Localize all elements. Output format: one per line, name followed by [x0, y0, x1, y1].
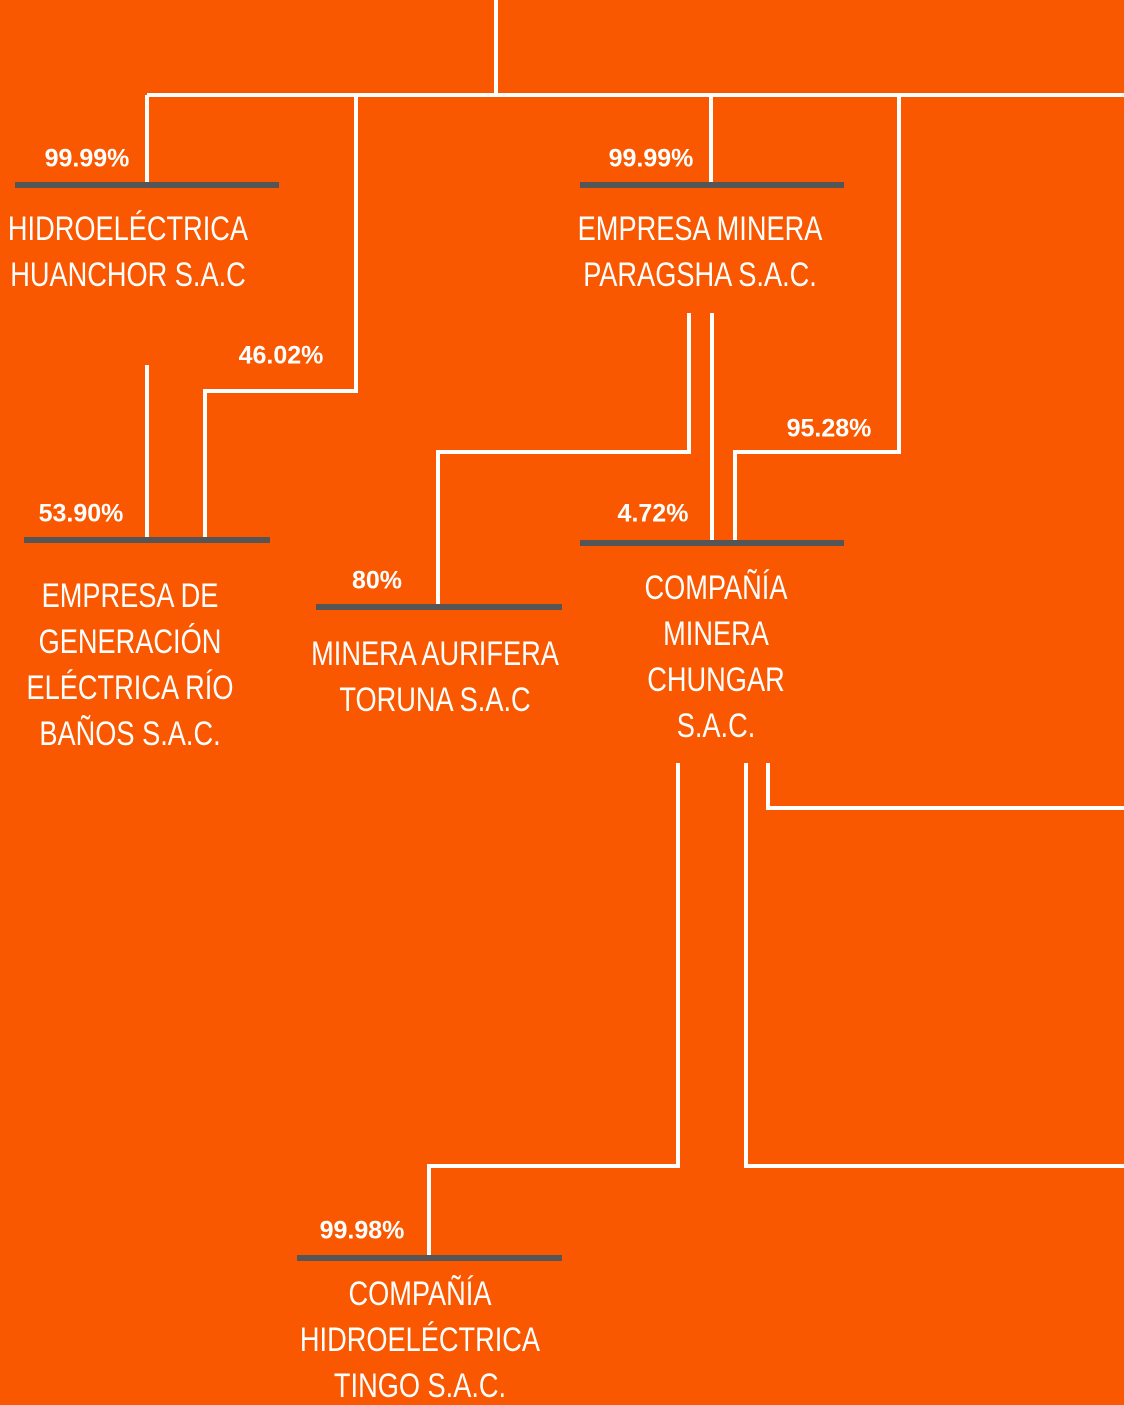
entity: 99.99% EMPRESA MINERA PARAGSHA S.A.C.: [578, 145, 823, 294]
entity-name-line: ELÉCTRICA RÍO: [27, 668, 234, 707]
entity-name: MINERA AURIFERA: [311, 634, 559, 673]
entity-name-line: EMPRESA DE: [42, 576, 219, 615]
entity-name-line: MINERA AURIFERA: [311, 634, 559, 673]
connector: [436, 313, 691, 605]
entity-name: EMPRESA MINERA: [578, 209, 823, 248]
ownership-percentage: 4.72%: [618, 500, 689, 528]
entity-name: HUANCHOR S.A.C: [10, 255, 246, 294]
connector: [203, 95, 358, 538]
connector: [733, 95, 901, 541]
entity-name: MINERA: [663, 614, 769, 653]
entity-name: HIDROELÉCTRICA: [8, 209, 249, 248]
entity-name-line: CHUNGAR: [647, 660, 784, 699]
ownership-percentage: 46.02%: [239, 342, 324, 370]
entity-name-line: TINGO S.A.C.: [334, 1366, 506, 1405]
entity-name-line: MINERA: [663, 614, 769, 653]
entity-name: GENERACIÓN: [39, 622, 222, 661]
ownership-percentage: 99.99%: [45, 145, 130, 173]
ownership-percentage: 80%: [352, 567, 402, 595]
entity-name: CHUNGAR: [647, 660, 784, 699]
entity-name-line: HUANCHOR S.A.C: [10, 255, 246, 294]
ownership-percentage: 53.90%: [39, 500, 124, 528]
entity-name-line: HIDROELÉCTRICA: [8, 209, 249, 248]
entity-name-line: BAÑOS S.A.C.: [39, 714, 220, 753]
entity: 99.99% HIDROELÉCTRICA HUANCHOR S.A.C: [8, 145, 249, 294]
entity: 80% MINERA AURIFERA TORUNA S.A.C: [311, 567, 559, 719]
entity-name: S.A.C.: [677, 706, 756, 745]
entity-name: PARAGSHA S.A.C.: [583, 255, 817, 294]
entity-name-line: GENERACIÓN: [39, 622, 222, 661]
entity-name: ELÉCTRICA RÍO: [27, 668, 234, 707]
entity-name-line: COMPAÑÍA: [349, 1274, 492, 1313]
entity-name-line: EMPRESA MINERA: [578, 209, 823, 248]
entity-name-line: COMPAÑÍA: [645, 568, 788, 607]
entity-name-line: PARAGSHA S.A.C.: [583, 255, 817, 294]
entity: 4.72% 95.28% COMPAÑÍA MINERA CHUNGAR S.A.C.: [618, 415, 872, 745]
ownership-percentage: 99.99%: [609, 145, 694, 173]
entity-name: TINGO S.A.C.: [334, 1366, 506, 1405]
ownership-percentage: 99.98%: [320, 1217, 405, 1245]
entity-name: COMPAÑÍA: [645, 568, 788, 607]
entity-name: TORUNA S.A.C: [339, 680, 530, 719]
entity: 99.98% COMPAÑÍA HIDROELÉCTRICA TINGO S.A.C.: [300, 1217, 541, 1405]
bars: [15, 182, 844, 1261]
entity-name-line: S.A.C.: [677, 706, 756, 745]
entity-name: EMPRESA DE: [42, 576, 219, 615]
entity-name: BAÑOS S.A.C.: [39, 714, 220, 753]
entity: 53.90% 46.02% EMPRESA DE GENERACIÓN ELÉCTRIC…: [27, 342, 324, 753]
entity-name-line: HIDROELÉCTRICA: [300, 1320, 541, 1359]
connector: [427, 763, 680, 1255]
entity-name-line: TORUNA S.A.C: [339, 680, 530, 719]
connector: [744, 763, 1124, 1168]
connector: [766, 763, 1124, 810]
connectors: [145, 0, 1124, 1255]
entity-name: HIDROELÉCTRICA: [300, 1320, 541, 1359]
entity-name: COMPAÑÍA: [349, 1274, 492, 1313]
ownership-percentage: 95.28%: [787, 415, 872, 443]
